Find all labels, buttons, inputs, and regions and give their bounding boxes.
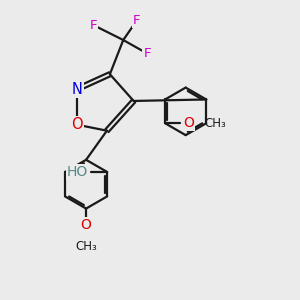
- Text: O: O: [71, 117, 83, 132]
- Text: O: O: [81, 218, 92, 232]
- Text: CH₃: CH₃: [205, 117, 226, 130]
- Text: N: N: [72, 82, 83, 97]
- Text: F: F: [90, 19, 97, 32]
- Text: CH₃: CH₃: [75, 240, 97, 253]
- Text: HO: HO: [67, 165, 88, 179]
- Text: F: F: [133, 14, 140, 27]
- Text: F: F: [143, 47, 151, 60]
- Text: O: O: [183, 116, 194, 130]
